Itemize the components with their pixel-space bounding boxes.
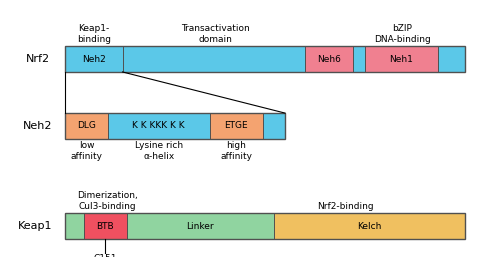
Text: Nrf2-binding: Nrf2-binding [316,202,374,211]
Bar [65,46,122,72]
Bar [65,113,108,139]
Bar [65,113,285,139]
Text: Kelch: Kelch [358,222,382,231]
Bar [108,113,210,139]
Text: Neh6: Neh6 [317,54,340,64]
Bar [274,213,465,239]
Text: Linker: Linker [186,222,214,231]
Bar [438,46,465,72]
Bar [210,113,262,139]
Text: bZIP
DNA-binding: bZIP DNA-binding [374,24,431,44]
Bar [122,46,305,72]
Bar [65,213,465,239]
Bar [352,46,365,72]
Text: Neh1: Neh1 [390,54,413,64]
Bar [365,46,438,72]
Bar [126,213,274,239]
Text: K K KKK K K: K K KKK K K [132,121,185,131]
Text: high
affinity: high affinity [220,141,252,161]
Text: low
affinity: low affinity [70,141,102,161]
Text: Nrf2: Nrf2 [26,54,50,64]
Bar [65,46,465,72]
Text: Keap1: Keap1 [18,221,52,231]
Text: Lysine rich
α-helix: Lysine rich α-helix [135,141,183,161]
Text: Keap1-
binding: Keap1- binding [77,24,111,44]
Text: Transactivation
domain: Transactivation domain [180,24,250,44]
Text: ETGE: ETGE [224,121,248,131]
Bar [262,113,285,139]
Text: DLG: DLG [77,121,96,131]
Text: BTB: BTB [96,222,114,231]
Bar [84,213,126,239]
Text: C151: C151 [93,254,117,257]
Text: Dimerization,
Cul3-binding: Dimerization, Cul3-binding [77,191,138,211]
Bar [305,46,352,72]
Text: Neh2: Neh2 [23,121,52,131]
Text: Neh2: Neh2 [82,54,106,64]
Bar [65,213,84,239]
